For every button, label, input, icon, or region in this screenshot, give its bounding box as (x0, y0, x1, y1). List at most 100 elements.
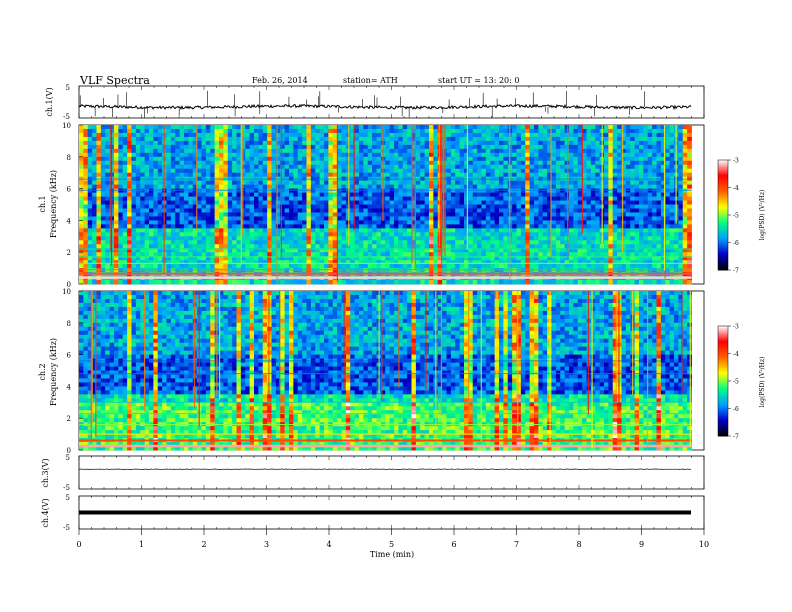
spectrogram-cell (310, 160, 316, 166)
spectrogram-cell (420, 192, 426, 197)
spectrogram-cell (201, 188, 207, 193)
spectrogram-cell (424, 212, 430, 217)
spectrogram-cell (555, 125, 561, 130)
spectrogram-cell (464, 196, 469, 201)
spectrogram-cell (79, 236, 84, 241)
spectrogram-cell (280, 208, 286, 213)
spectrogram-cell (258, 204, 264, 209)
spectrogram-cell (337, 204, 342, 209)
spectrogram-cell (520, 184, 526, 190)
spectrogram-cell (214, 168, 220, 174)
spectrogram-cell (96, 136, 102, 142)
spectrogram-cell (275, 140, 281, 146)
spectrogram-cell (525, 248, 531, 253)
spectrogram-cell (245, 232, 251, 237)
spectrogram-cell (315, 188, 321, 193)
spectrogram-cell (87, 232, 93, 237)
spectrogram-cell (503, 125, 509, 130)
spectrogram-cell (302, 192, 307, 197)
spectrogram-cell (560, 216, 566, 221)
spectrogram-cell (140, 136, 146, 142)
spectrogram-cell (595, 125, 601, 130)
spectrogram-cell (324, 256, 329, 261)
spectrogram-cell (275, 236, 281, 241)
spectrogram-cell (415, 236, 421, 241)
spectrogram-cell (192, 196, 198, 201)
spectrogram-cell (297, 148, 303, 154)
spectrogram-cell (402, 140, 408, 146)
spectrogram-cell (599, 264, 605, 269)
spectrogram-cell (179, 196, 185, 201)
spectrogram-cell (477, 280, 482, 285)
spectrogram-cell (520, 244, 526, 249)
spectrogram-cell (542, 128, 548, 134)
spectrogram-cell (468, 244, 474, 249)
spectrogram-cell (87, 164, 93, 170)
spectrogram-cell (297, 140, 303, 146)
spectrogram-cell (520, 172, 526, 178)
spectrogram-cell (236, 180, 242, 186)
spectrogram-cell (140, 152, 146, 158)
spectrogram-cell (179, 224, 185, 229)
spectrogram-cell (149, 144, 154, 150)
spectrogram-cell (87, 125, 93, 130)
spectrogram-cell (350, 164, 356, 170)
spectrogram-cell (429, 148, 434, 154)
spectrogram-cell (79, 136, 84, 142)
spectrogram-cell (267, 232, 272, 237)
spectrogram-cell (450, 196, 456, 201)
spectrogram-cell (367, 256, 373, 261)
spectrogram-cell (118, 152, 124, 158)
spectrogram-cell (297, 172, 303, 178)
spectrogram-cell (219, 220, 224, 225)
spectrogram-cell (345, 280, 351, 285)
spectrogram-cell (512, 280, 517, 285)
spectrogram-cell (376, 220, 382, 225)
spectrogram-cell (542, 240, 548, 245)
spectrogram-cell (547, 196, 552, 201)
spectrogram-cell (179, 252, 185, 257)
spectrogram-cell (284, 144, 290, 150)
spectrogram-cell (258, 224, 264, 229)
spectrogram-cell (450, 208, 456, 213)
spectrogram-cell (149, 140, 154, 146)
spectrogram-cell (122, 164, 128, 170)
spectrogram-cell (520, 168, 526, 174)
spectrogram-cell (555, 164, 561, 170)
spectrogram-cell (319, 184, 325, 190)
spectrogram-cell (122, 192, 128, 197)
spectrogram-cell (240, 236, 246, 241)
spectrogram-cell (175, 136, 181, 142)
spectrogram-cell (184, 184, 189, 190)
spectrogram-cell (315, 248, 321, 253)
spectrogram-cell (520, 188, 526, 193)
spectrogram-cell (459, 268, 465, 273)
spectrogram-cell (131, 216, 137, 221)
spectrogram-cell (153, 136, 159, 142)
spectrogram-cell (249, 196, 255, 201)
spectrogram-cell (363, 240, 369, 245)
spectrogram-cell (512, 208, 517, 213)
spectrogram-cell (324, 148, 329, 154)
spectrogram-cell (450, 172, 456, 178)
spectrogram-cell (170, 208, 176, 213)
spectrogram-cell (315, 232, 321, 237)
spectrogram-cell (188, 216, 194, 221)
spectrogram-cell (302, 196, 307, 201)
spectrogram-cell (328, 172, 334, 178)
spectrogram-cell (569, 216, 574, 221)
spectrogram-cell (232, 252, 237, 257)
spectrogram-cell (468, 152, 474, 158)
spectrogram-cell (293, 168, 299, 174)
spectrogram-cell (153, 232, 159, 237)
spectrogram-cell (166, 136, 172, 142)
spectrogram-cell (284, 125, 290, 130)
spectrogram-cell (547, 216, 552, 221)
spectrogram-cell (520, 268, 526, 273)
spectrogram-cell (394, 140, 399, 146)
spectrogram-cell (560, 152, 566, 158)
spectrogram-cell (494, 208, 500, 213)
spectrogram-cell (450, 152, 456, 158)
spectrogram-cell (324, 224, 329, 229)
spectrogram-cell (114, 152, 119, 158)
